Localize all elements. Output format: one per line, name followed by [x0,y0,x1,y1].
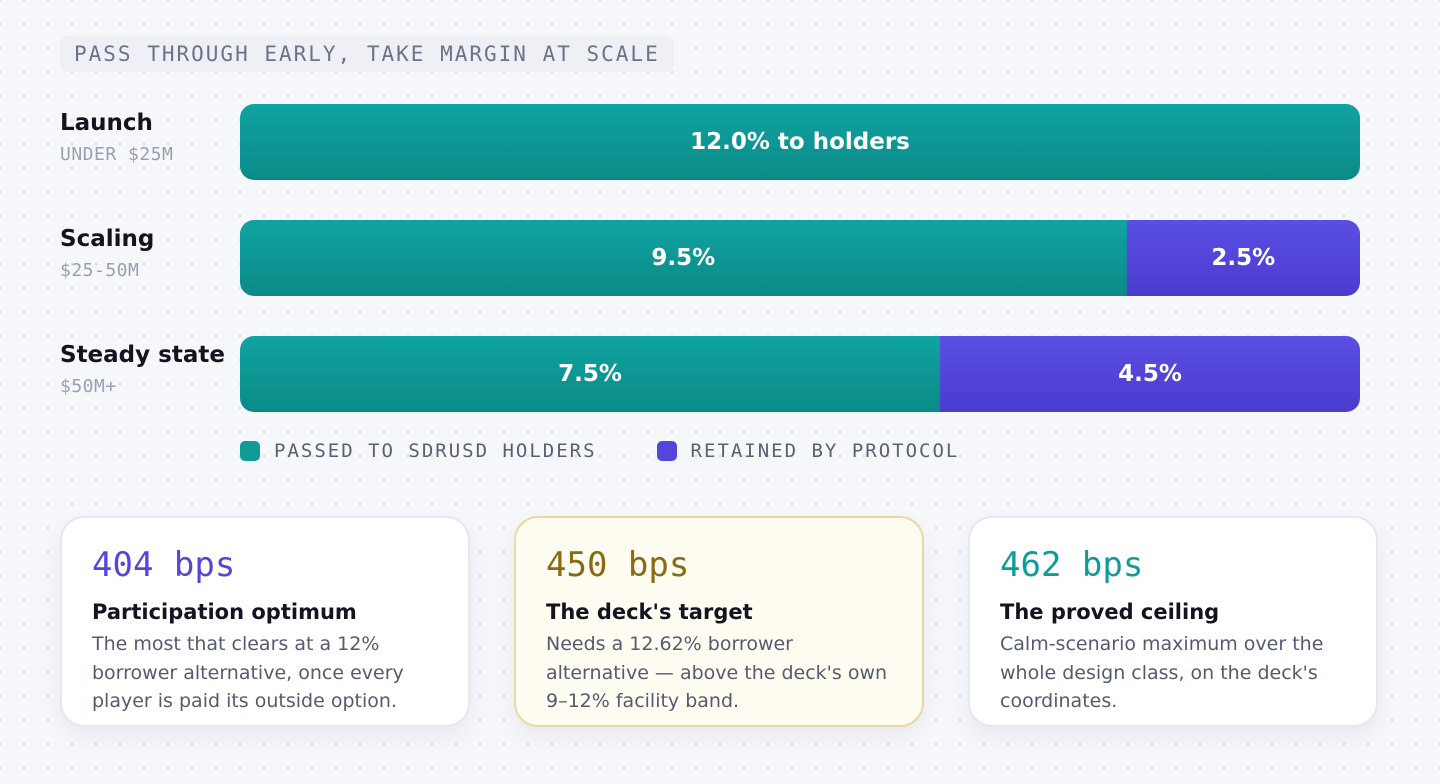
chart-eyebrow-title: PASS THROUGH EARLY, TAKE MARGIN AT SCALE [60,36,674,72]
row-name: Scaling [60,226,155,252]
row-name: Steady state [60,342,225,368]
legend-item-passed: PASSED TO SDRUSD HOLDERS [240,440,597,462]
bar-steady-state: 7.5% 4.5% [240,336,1360,412]
bar-segment-passed: 7.5% [240,336,940,412]
row-label-launch: Launch UNDER $25M [60,110,173,165]
row-label-scaling: Scaling $25-50M [60,226,154,281]
bar-segment-passed: 12.0% to holders [240,104,1360,180]
card-description: The most that clears at a 12% borrower a… [92,633,404,712]
card-proved-ceiling: 462 bps The proved ceiling Calm-scenario… [968,516,1378,727]
row-subtitle: $50M+ [60,376,117,397]
row-subtitle: UNDER $25M [60,144,174,165]
card-participation-optimum: 404 bps Participation optimum The most t… [60,516,470,727]
row-subtitle: $25-50M [60,260,140,281]
card-description: Calm-scenario maximum over the whole des… [1000,633,1324,712]
bar-segment-passed: 9.5% [240,220,1127,296]
legend-label-retained: RETAINED BY PROTOCOL [690,440,960,462]
card-title: The deck's target [546,600,753,624]
bar-segment-retained: 2.5% [1126,220,1360,296]
card-value: 450 bps [546,545,690,585]
bar-scaling: 9.5% 2.5% [240,220,1360,296]
card-deck-target: 450 bps The deck's target Needs a 12.62%… [514,516,924,727]
row-label-steady-state: Steady state $50M+ [60,342,225,397]
card-value: 462 bps [1000,545,1144,585]
card-title: The proved ceiling [1000,600,1220,624]
card-title: Participation optimum [92,600,357,624]
legend-label-passed: PASSED TO SDRUSD HOLDERS [274,440,597,462]
card-description: Needs a 12.62% borrower alternative — ab… [546,633,888,712]
chart-legend: PASSED TO SDRUSD HOLDERS RETAINED BY PRO… [240,440,1019,462]
legend-item-retained: RETAINED BY PROTOCOL [656,440,960,462]
row-name: Launch [60,110,153,136]
legend-swatch-retained [656,441,677,461]
bar-launch: 12.0% to holders [240,104,1360,180]
bar-segment-retained: 4.5% [940,336,1360,412]
legend-swatch-passed [240,441,260,461]
card-value: 404 bps [92,545,236,585]
